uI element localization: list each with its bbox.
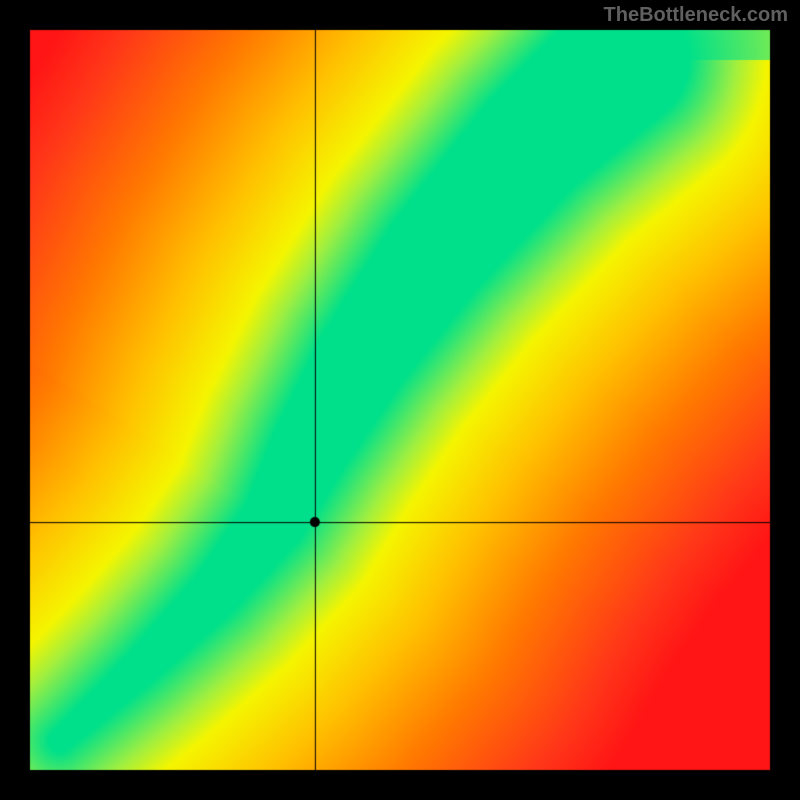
watermark-text: TheBottleneck.com <box>604 4 788 27</box>
bottleneck-heatmap <box>0 0 800 800</box>
chart-container: TheBottleneck.com <box>0 0 800 800</box>
